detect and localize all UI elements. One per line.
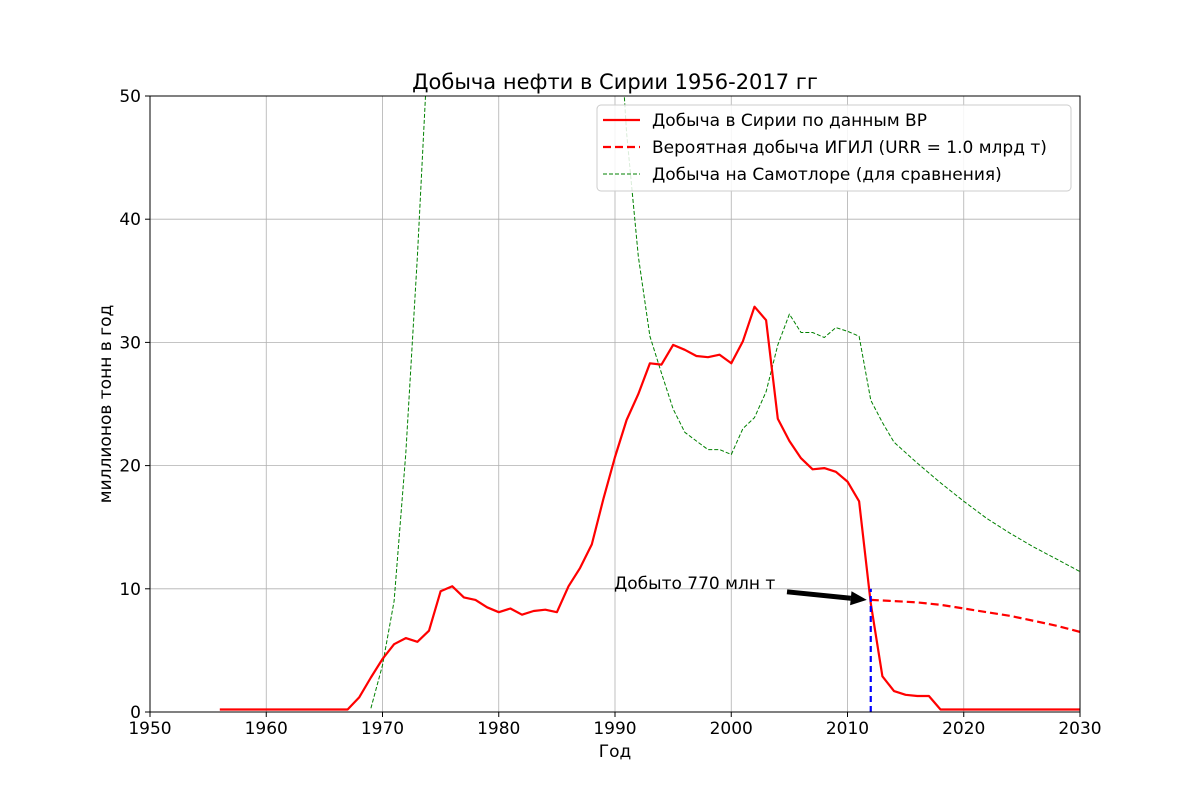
legend-box: [596, 104, 1072, 192]
y-tick-label: 20: [119, 457, 141, 477]
x-tick-label: 2020: [942, 719, 985, 739]
y-tick-label: 30: [119, 333, 141, 353]
grid: [149, 95, 1081, 713]
annotation-text: Добыто 770 млн т: [614, 574, 775, 594]
series-layer: [219, 96, 1080, 711]
series-line-samotlor: [370, 96, 1080, 709]
y-tick-label: 10: [119, 580, 141, 600]
x-tick-label: 1980: [477, 719, 520, 739]
chart-title: Добыча нефти в Сирии 1956-2017 гг: [412, 70, 818, 94]
y-axis-ticks: 0 10 20 30 40 50: [119, 87, 150, 723]
x-axis-ticks: 1950 1960 1970 1980 1990 2000 2010 2020 2030: [128, 712, 1102, 739]
series-line-bp: [219, 305, 1080, 711]
annotation-arrow-shaft: [786, 589, 852, 601]
x-axis-label: Год: [599, 742, 632, 762]
y-tick-label: 40: [119, 210, 141, 230]
annotation: Добыто 770 млн т: [614, 574, 867, 606]
x-tick-label: 2030: [1058, 719, 1101, 739]
annotation-arrow-head: [850, 591, 867, 606]
x-tick-label: 1950: [128, 719, 171, 739]
legend: Добыча в Сирии по данным BP Вероятная до…: [596, 104, 1072, 192]
y-axis-label: миллионов тонн в год: [96, 305, 116, 503]
y-tick-label: 50: [119, 87, 141, 107]
legend-label-bp: Добыча в Сирии по данным BP: [652, 111, 927, 131]
series-line-isis: [870, 598, 1080, 633]
legend-label-samotlor: Добыча на Самотлоре (для сравнения): [652, 165, 1002, 185]
x-tick-label: 2010: [826, 719, 869, 739]
x-tick-label: 2000: [710, 719, 753, 739]
x-tick-label: 1970: [361, 719, 404, 739]
legend-label-isis: Вероятная добыча ИГИЛ (URR = 1.0 млрд т): [652, 138, 1047, 158]
x-tick-label: 1960: [245, 719, 288, 739]
y-tick-label: 0: [130, 703, 141, 723]
x-tick-label: 1990: [593, 719, 636, 739]
